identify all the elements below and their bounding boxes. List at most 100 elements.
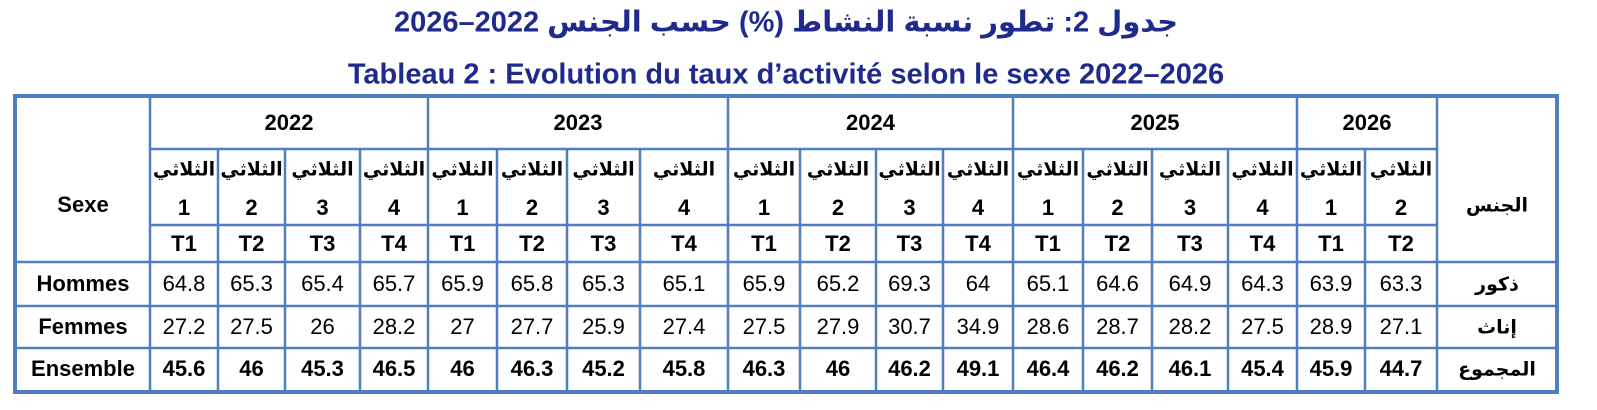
cell-value: 34.9 — [957, 314, 1000, 339]
row-label-ar: ذكور — [1474, 274, 1519, 296]
quarter-arabic: الثلاثي — [1370, 159, 1432, 181]
cell-value: 45.2 — [582, 356, 625, 381]
cell-value: 28.9 — [1310, 314, 1353, 339]
quarter-code: T3 — [310, 231, 336, 256]
quarter-number: 1 — [758, 195, 770, 220]
cell-value: 27.5 — [1241, 314, 1284, 339]
quarter-code: T4 — [671, 231, 697, 256]
quarter-arabic: الثلاثي — [733, 159, 795, 181]
cell-value: 45.3 — [301, 356, 344, 381]
quarter-arabic: الثلاثي — [1231, 159, 1293, 181]
cell-value: 46.3 — [743, 356, 786, 381]
cell-value: 28.6 — [1027, 314, 1070, 339]
cell-value: 63.3 — [1380, 271, 1423, 296]
cell-value: 27.5 — [743, 314, 786, 339]
quarter-code: T1 — [450, 231, 476, 256]
quarter-arabic: الثلاثي — [878, 159, 940, 181]
header-right: الجنس — [1466, 195, 1528, 217]
cell-value: 46.4 — [1027, 356, 1071, 381]
quarter-arabic: الثلاثي — [363, 159, 425, 181]
cell-value: 65.9 — [743, 271, 786, 296]
title-arabic: جدول 2: تطور نسبة النشاط (%) حسب الجنس 2… — [394, 7, 1178, 39]
quarter-number: 2 — [526, 195, 538, 220]
cell-value: 44.7 — [1380, 356, 1423, 381]
cell-value: 64.9 — [1169, 271, 1212, 296]
quarter-code: T3 — [1177, 231, 1203, 256]
quarter-code: T1 — [1035, 231, 1061, 256]
quarter-number: 4 — [972, 195, 985, 220]
quarter-code: T4 — [965, 231, 991, 256]
cell-value: 28.7 — [1096, 314, 1139, 339]
row-label-ar: المجموع — [1458, 359, 1536, 381]
year-header: 2023 — [554, 110, 603, 135]
cell-value: 46.5 — [373, 356, 416, 381]
cell-value: 65.3 — [230, 271, 273, 296]
cell-value: 27.9 — [817, 314, 860, 339]
quarter-number: 2 — [1111, 195, 1123, 220]
quarter-arabic: الثلاثي — [501, 159, 563, 181]
cell-value: 27 — [450, 314, 474, 339]
quarter-arabic: الثلاثي — [220, 159, 282, 181]
year-header: 2024 — [846, 110, 896, 135]
row-label-fr: Ensemble — [31, 356, 135, 381]
cell-value: 65.9 — [441, 271, 484, 296]
quarter-code: T2 — [1388, 231, 1414, 256]
cell-value: 46 — [826, 356, 850, 381]
quarter-arabic: الثلاثي — [431, 159, 493, 181]
quarter-code: T3 — [591, 231, 617, 256]
quarter-number: 3 — [597, 195, 609, 220]
cell-value: 30.7 — [888, 314, 931, 339]
year-header: 2025 — [1131, 110, 1180, 135]
quarter-number: 4 — [388, 195, 401, 220]
year-header: 2026 — [1343, 110, 1392, 135]
quarter-arabic: الثلاثي — [1017, 159, 1079, 181]
quarter-code: T2 — [825, 231, 851, 256]
table-border — [13, 94, 1559, 394]
cell-value: 46.2 — [1096, 356, 1139, 381]
cell-value: 65.4 — [301, 271, 344, 296]
quarter-arabic: الثلاثي — [153, 159, 215, 181]
cell-value: 65.1 — [1027, 271, 1070, 296]
cell-value: 64.8 — [163, 271, 206, 296]
cell-value: 27.7 — [511, 314, 554, 339]
cell-value: 26 — [310, 314, 334, 339]
header-left: Sexe — [57, 192, 108, 217]
quarter-arabic: الثلاثي — [807, 159, 869, 181]
quarter-arabic: الثلاثي — [947, 159, 1009, 181]
quarter-code: T3 — [897, 231, 923, 256]
row-label-fr: Femmes — [38, 314, 127, 339]
cell-value: 65.2 — [817, 271, 860, 296]
cell-value: 45.8 — [663, 356, 706, 381]
cell-value: 64 — [966, 271, 990, 296]
quarter-code: T2 — [1105, 231, 1131, 256]
quarter-arabic: الثلاثي — [572, 159, 634, 181]
quarter-arabic: الثلاثي — [1086, 159, 1148, 181]
cell-value: 27.5 — [230, 314, 273, 339]
cell-value: 46 — [239, 356, 263, 381]
cell-value: 28.2 — [373, 314, 416, 339]
cell-value: 64.3 — [1241, 271, 1284, 296]
quarter-arabic: الثلاثي — [291, 159, 353, 181]
cell-value: 46.3 — [511, 356, 554, 381]
cell-value: 65.7 — [373, 271, 416, 296]
cell-value: 45.9 — [1310, 356, 1353, 381]
quarter-arabic: الثلاثي — [1300, 159, 1362, 181]
cell-value: 46.2 — [888, 356, 931, 381]
quarter-number: 4 — [678, 195, 691, 220]
cell-value: 45.6 — [163, 356, 206, 381]
quarter-code: T2 — [239, 231, 265, 256]
quarter-code: T4 — [1250, 231, 1276, 256]
year-header: 2022 — [265, 110, 314, 135]
quarter-number: 1 — [178, 195, 190, 220]
cell-value: 64.6 — [1096, 271, 1139, 296]
cell-value: 65.8 — [511, 271, 554, 296]
quarter-code: T1 — [751, 231, 777, 256]
quarter-number: 1 — [1325, 195, 1337, 220]
quarter-number: 2 — [245, 195, 257, 220]
cell-value: 65.3 — [582, 271, 625, 296]
quarter-number: 4 — [1256, 195, 1269, 220]
quarter-arabic: الثلاثي — [653, 159, 715, 181]
cell-value: 49.1 — [957, 356, 1000, 381]
quarter-code: T2 — [519, 231, 545, 256]
